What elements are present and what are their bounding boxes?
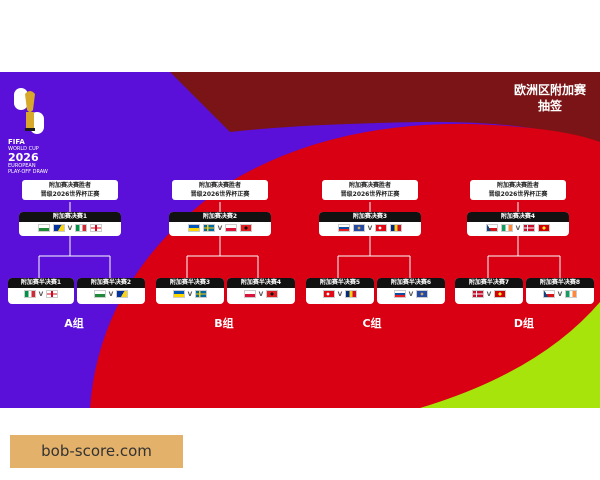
- wales-flag-icon: [37, 224, 50, 232]
- fifa-text: FIFA: [8, 138, 25, 146]
- group-b-label: B组: [214, 317, 234, 330]
- winner-line-2: 晋级2026世界杯正赛: [40, 191, 100, 198]
- group-b-semi-2: 附加赛半决赛4 V: [227, 278, 295, 304]
- playoff-draw-text: PLAY-OFF DRAW: [8, 169, 48, 175]
- group-d-final: 附加赛决赛4 V: [467, 212, 569, 236]
- group-b-semi-1: 附加赛半决赛3 V: [156, 278, 224, 304]
- vs-label: V: [217, 224, 223, 232]
- romania-flag-icon: [390, 224, 403, 232]
- winner-line-1: 附加赛决赛胜者: [496, 182, 539, 189]
- group-a-label: A组: [64, 317, 84, 330]
- trophy-icon: [12, 86, 48, 136]
- italy-flag-icon: [23, 290, 36, 298]
- group-d-semi-2: 附加赛半决赛8 V: [526, 278, 594, 304]
- winner-line-2: 晋级2026世界杯正赛: [190, 191, 250, 198]
- czech-flag-icon: [542, 290, 555, 298]
- group-c-final: 附加赛决赛3 V: [319, 212, 421, 236]
- vs-label: V: [187, 290, 193, 298]
- semi-label: 附加赛半决赛4: [227, 278, 295, 288]
- slovakia-flag-icon: [393, 290, 406, 298]
- kosovo-flag-icon: [352, 224, 365, 232]
- world-cup-logo: FIFA WORLD CUP 2026 EUROPEAN PLAY-OFF DR…: [8, 86, 56, 175]
- denmark-flag-icon: [471, 290, 484, 298]
- denmark-flag-icon: [523, 224, 536, 232]
- ukraine-flag-icon: [187, 224, 200, 232]
- draw-title: 欧洲区附加赛 抽签: [514, 82, 586, 114]
- north-macedonia-flag-icon: [494, 290, 507, 298]
- vs-label: V: [486, 290, 492, 298]
- group-a-semi-1: 附加赛半决赛1 V: [8, 278, 74, 304]
- vs-label: V: [367, 224, 373, 232]
- group-c-winner-box: 附加赛决赛胜者 晋级2026世界杯正赛: [322, 180, 418, 200]
- italy-flag-icon: [75, 224, 88, 232]
- group-c-semi-2: 附加赛半决赛6 V: [377, 278, 445, 304]
- group-a-semi-2: 附加赛半决赛2 V: [77, 278, 145, 304]
- vs-label: V: [258, 290, 264, 298]
- ireland-flag-icon: [565, 290, 578, 298]
- semi-label: 附加赛半决赛6: [377, 278, 445, 288]
- vs-label: V: [337, 290, 343, 298]
- ukraine-flag-icon: [172, 290, 185, 298]
- group-d-semi-1: 附加赛半决赛7 V: [455, 278, 523, 304]
- bosnia-flag-icon: [52, 224, 65, 232]
- vs-label: V: [515, 224, 521, 232]
- group-d-label: D组: [513, 317, 535, 330]
- wales-flag-icon: [93, 290, 106, 298]
- winner-line-2: 晋级2026世界杯正赛: [488, 191, 548, 198]
- semi-label: 附加赛半决赛3: [156, 278, 224, 288]
- title-line-1: 欧洲区附加赛: [513, 83, 586, 97]
- world-cup-text: WORLD CUP: [8, 146, 39, 152]
- north-macedonia-flag-icon: [538, 224, 551, 232]
- turkey-flag-icon: [375, 224, 388, 232]
- group-c-semi-1: 附加赛半决赛5 V: [306, 278, 374, 304]
- semi-label: 附加赛半决赛8: [526, 278, 594, 288]
- group-a-final: 附加赛决赛1 V: [19, 212, 121, 236]
- ireland-flag-icon: [500, 224, 513, 232]
- group-c-label: C组: [362, 317, 382, 330]
- semi-label: 附加赛半决赛1: [8, 278, 74, 288]
- semi-label: 附加赛半决赛2: [77, 278, 145, 288]
- group-b-winner-box: 附加赛决赛胜者 晋级2026世界杯正赛: [172, 180, 268, 200]
- northern-ireland-flag-icon: [46, 290, 59, 298]
- draw-graphic: 欧洲区附加赛 抽签 FIFA WORLD CUP 2026 EUROPEAN P…: [0, 72, 600, 408]
- semi-label: 附加赛半决赛7: [455, 278, 523, 288]
- vs-label: V: [557, 290, 563, 298]
- poland-flag-icon: [225, 224, 238, 232]
- group-d-winner-box: 附加赛决赛胜者 晋级2026世界杯正赛: [470, 180, 566, 200]
- final-label: 附加赛决赛3: [319, 212, 421, 222]
- winner-line-1: 附加赛决赛胜者: [48, 182, 91, 189]
- background: [0, 72, 600, 408]
- final-label: 附加赛决赛4: [467, 212, 569, 222]
- poland-flag-icon: [243, 290, 256, 298]
- watermark: bob-score.com: [10, 435, 183, 468]
- group-a-winner-box: 附加赛决赛胜者 晋级2026世界杯正赛: [22, 180, 118, 200]
- sweden-flag-icon: [202, 224, 215, 232]
- group-b-final: 附加赛决赛2 V: [169, 212, 271, 236]
- albania-flag-icon: [266, 290, 279, 298]
- winner-line-1: 附加赛决赛胜者: [348, 182, 391, 189]
- winner-line-2: 晋级2026世界杯正赛: [340, 191, 400, 198]
- albania-flag-icon: [240, 224, 253, 232]
- bosnia-flag-icon: [116, 290, 129, 298]
- romania-flag-icon: [345, 290, 358, 298]
- winner-line-1: 附加赛决赛胜者: [198, 182, 241, 189]
- turkey-flag-icon: [322, 290, 335, 298]
- year-text: 2026: [8, 151, 39, 164]
- final-label: 附加赛决赛2: [169, 212, 271, 222]
- vs-label: V: [408, 290, 414, 298]
- semi-label: 附加赛半决赛5: [306, 278, 374, 288]
- sweden-flag-icon: [195, 290, 208, 298]
- vs-label: V: [108, 290, 114, 298]
- vs-label: V: [38, 290, 44, 298]
- title-line-2: 抽签: [537, 99, 562, 113]
- england-flag-icon: [90, 224, 103, 232]
- european-text: EUROPEAN: [8, 163, 36, 169]
- kosovo-flag-icon: [416, 290, 429, 298]
- czech-flag-icon: [485, 224, 498, 232]
- slovakia-flag-icon: [337, 224, 350, 232]
- final-label: 附加赛决赛1: [19, 212, 121, 222]
- vs-label: V: [67, 224, 73, 232]
